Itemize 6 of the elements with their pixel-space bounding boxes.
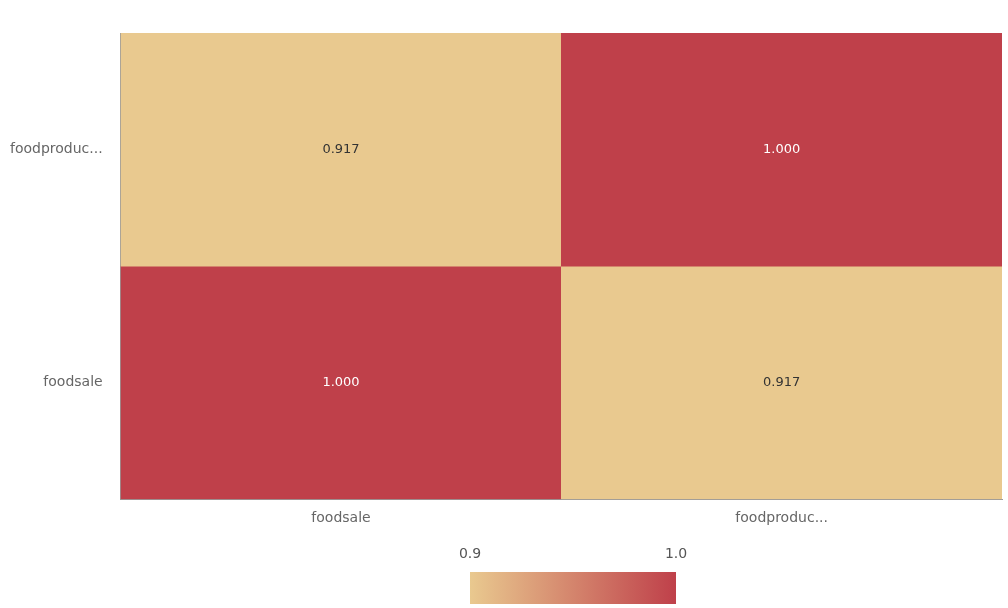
- data-label: 0.917: [322, 140, 360, 156]
- data-label: 1.000: [322, 374, 360, 390]
- color-bar-label: 0.9: [458, 544, 482, 561]
- color-bar-label: 1.0: [664, 544, 688, 561]
- data-label: 0.917: [763, 374, 801, 390]
- data-label: 1.000: [763, 140, 801, 156]
